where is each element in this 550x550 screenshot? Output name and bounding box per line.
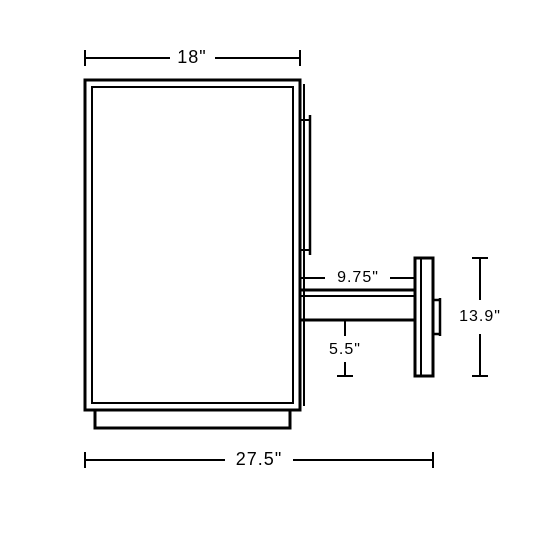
dimension-diagram: 18" 27.5" 9.75" 5.5" 13.9" (0, 0, 550, 550)
dim-front-height-label: 13.9" (459, 308, 501, 325)
dim-drawer-inside-label: 5.5" (329, 341, 361, 358)
dim-drawer-inside: 5.5" (329, 320, 361, 376)
cabinet-plinth (95, 410, 290, 428)
dim-drawer-depth-label: 9.75" (337, 269, 379, 286)
dim-top-width-label: 18" (177, 47, 206, 67)
cabinet-body (85, 80, 310, 410)
dim-front-height: 13.9" (459, 258, 501, 376)
dim-bottom-width-label: 27.5" (236, 449, 282, 469)
dim-drawer-depth: 9.75" (300, 269, 415, 286)
dim-top-width: 18" (85, 47, 300, 67)
dim-bottom-width: 27.5" (85, 449, 433, 469)
